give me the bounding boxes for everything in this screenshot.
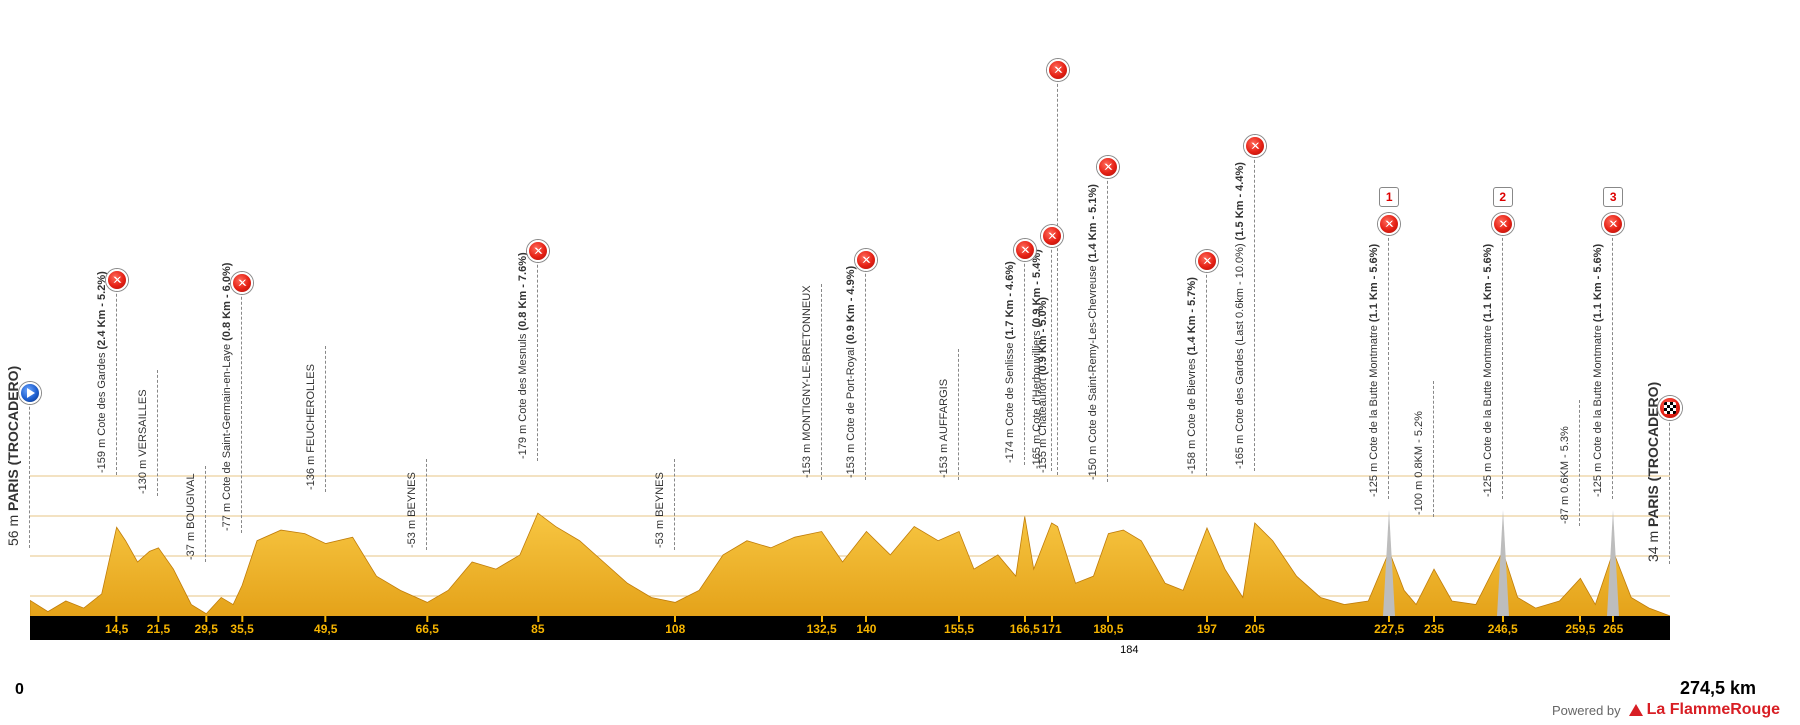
km-tick: 66,5 (416, 622, 439, 636)
climb-icon (855, 249, 877, 271)
km-tick: 132,5 (807, 622, 837, 636)
brand-name: La FlammeRouge (1647, 701, 1780, 719)
climb-icon (1041, 225, 1063, 247)
profile-area: 14,5 21,5 29,5 35,5 49,5 66,5 85 108 132,5 140 155… (30, 20, 1670, 640)
climb-icon (1244, 135, 1266, 157)
km-tick: 171 (1042, 622, 1062, 636)
stage-container: 14,5 21,5 29,5 35,5 49,5 66,5 85 108 132,5 140 155… (0, 0, 1800, 725)
sub-km-label: 184 (1120, 644, 1138, 656)
km-bar: 14,5 21,5 29,5 35,5 49,5 66,5 85 108 132,5 140 155… (30, 616, 1670, 640)
km-zero: 0 (15, 681, 24, 699)
km-tick: 140 (856, 622, 876, 636)
km-tick: 155,5 (944, 622, 974, 636)
km-tick: 29,5 (195, 622, 218, 636)
lap-number: 2 (1493, 187, 1513, 207)
flame-icon (1629, 704, 1643, 716)
climb-icon (1492, 213, 1514, 235)
km-tick: 227,5 (1374, 622, 1404, 636)
km-tick: 246,5 (1488, 622, 1518, 636)
climb-icon (1196, 250, 1218, 272)
highlight-climb (1607, 510, 1619, 616)
climb-icon (1014, 239, 1036, 261)
km-tick: 235 (1424, 622, 1444, 636)
footer: Powered by La FlammeRouge (1552, 701, 1780, 719)
km-tick: 197 (1197, 622, 1217, 636)
km-tick: 85 (531, 622, 544, 636)
finish-icon (1658, 396, 1682, 420)
climb-icon (106, 269, 128, 291)
km-tick: 21,5 (147, 622, 170, 636)
km-total: 274,5 km (1680, 678, 1756, 699)
km-tick: 205 (1245, 622, 1265, 636)
climb-icon (231, 272, 253, 294)
brand-logo: La FlammeRouge (1629, 701, 1780, 719)
powered-by-text: Powered by (1552, 703, 1621, 718)
start-icon (19, 382, 41, 404)
km-tick: 49,5 (314, 622, 337, 636)
km-tick: 259,5 (1565, 622, 1595, 636)
km-tick: 108 (665, 622, 685, 636)
highlight-climb (1383, 510, 1395, 616)
km-tick: 14,5 (105, 622, 128, 636)
highlight-climb (1497, 510, 1509, 616)
km-tick: 166,5 (1010, 622, 1040, 636)
km-tick: 265 (1603, 622, 1623, 636)
climb-icon (1097, 156, 1119, 178)
climb-icon (527, 240, 549, 262)
climb-icon (1047, 59, 1069, 81)
lap-number: 3 (1603, 187, 1623, 207)
km-tick: 180,5 (1093, 622, 1123, 636)
climb-icon (1378, 213, 1400, 235)
lap-number: 1 (1379, 187, 1399, 207)
climb-icon (1602, 213, 1624, 235)
km-tick: 35,5 (230, 622, 253, 636)
